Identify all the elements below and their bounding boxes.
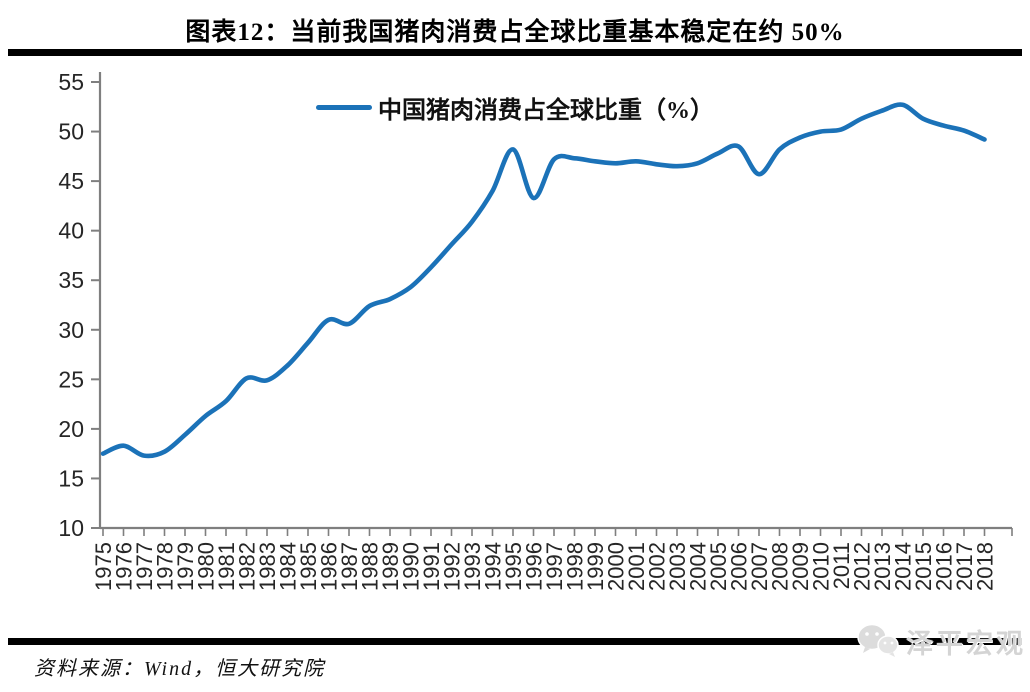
svg-text:1987: 1987 — [337, 542, 362, 591]
svg-text:2011: 2011 — [829, 542, 854, 589]
svg-text:1980: 1980 — [194, 542, 219, 591]
svg-text:2013: 2013 — [870, 542, 895, 591]
svg-text:2004: 2004 — [686, 542, 711, 591]
svg-text:2017: 2017 — [952, 542, 977, 591]
svg-text:1975: 1975 — [91, 542, 116, 591]
svg-text:2015: 2015 — [911, 542, 936, 591]
brand-name: 泽平宏观 — [906, 628, 1026, 659]
y-axis: 10 15 20 25 30 35 40 45 50 55 — [58, 69, 102, 541]
svg-text:1977: 1977 — [132, 542, 157, 591]
svg-text:1999: 1999 — [583, 542, 608, 591]
chart-title: 图表12：当前我国猪肉消费占全球比重基本稳定在约 50% — [185, 19, 845, 46]
svg-text:20: 20 — [58, 416, 84, 442]
svg-text:2009: 2009 — [788, 542, 813, 591]
svg-text:10: 10 — [58, 515, 84, 541]
svg-text:2014: 2014 — [891, 542, 916, 591]
svg-text:1978: 1978 — [153, 542, 178, 591]
svg-text:50: 50 — [58, 119, 84, 145]
svg-text:1992: 1992 — [440, 542, 465, 591]
x-axis: 1975197619771978197919801981198219831984… — [91, 526, 1013, 591]
svg-text:2012: 2012 — [850, 542, 875, 591]
svg-text:2006: 2006 — [727, 542, 752, 591]
wechat-icon — [857, 623, 899, 657]
svg-text:15: 15 — [58, 465, 84, 491]
brand-watermark: 泽平宏观 — [855, 620, 1026, 662]
svg-text:40: 40 — [58, 218, 84, 244]
svg-text:2000: 2000 — [604, 542, 629, 591]
svg-text:1997: 1997 — [542, 542, 567, 591]
svg-text:2005: 2005 — [706, 542, 731, 591]
svg-text:1985: 1985 — [296, 542, 321, 591]
svg-text:1989: 1989 — [378, 542, 403, 591]
svg-text:1976: 1976 — [112, 542, 137, 591]
svg-text:2016: 2016 — [932, 542, 957, 591]
svg-text:45: 45 — [58, 168, 84, 194]
svg-text:1986: 1986 — [317, 542, 342, 591]
legend-line-marker — [316, 105, 372, 110]
svg-text:1988: 1988 — [358, 542, 383, 591]
svg-text:1983: 1983 — [255, 542, 280, 591]
footer-divider — [8, 638, 1022, 645]
svg-text:2003: 2003 — [665, 542, 690, 591]
svg-text:1984: 1984 — [276, 542, 301, 591]
svg-text:1979: 1979 — [173, 542, 198, 591]
svg-text:35: 35 — [58, 267, 84, 293]
svg-text:1982: 1982 — [235, 542, 260, 591]
legend: 中国猪肉消费占全球比重（%） — [0, 90, 1030, 125]
svg-text:1998: 1998 — [563, 542, 588, 591]
svg-text:1991: 1991 — [419, 542, 444, 591]
title-divider — [8, 49, 1022, 56]
svg-text:1981: 1981 — [214, 542, 239, 591]
source-note: 资料来源：Wind，恒大研究院 — [34, 658, 326, 680]
svg-text:2001: 2001 — [624, 542, 649, 591]
svg-text:1993: 1993 — [460, 542, 485, 591]
svg-text:1994: 1994 — [481, 542, 506, 591]
svg-text:1995: 1995 — [501, 542, 526, 591]
svg-text:25: 25 — [58, 366, 84, 392]
svg-text:30: 30 — [58, 317, 84, 343]
svg-text:2008: 2008 — [768, 542, 793, 591]
legend-label: 中国猪肉消费占全球比重（%） — [378, 98, 714, 124]
svg-text:2007: 2007 — [747, 542, 772, 591]
svg-text:2010: 2010 — [809, 542, 834, 591]
svg-text:2002: 2002 — [645, 542, 670, 591]
svg-text:1990: 1990 — [399, 542, 424, 591]
series-line — [100, 102, 987, 459]
svg-text:2018: 2018 — [973, 542, 998, 591]
svg-text:1996: 1996 — [522, 542, 547, 591]
svg-text:55: 55 — [58, 69, 84, 95]
